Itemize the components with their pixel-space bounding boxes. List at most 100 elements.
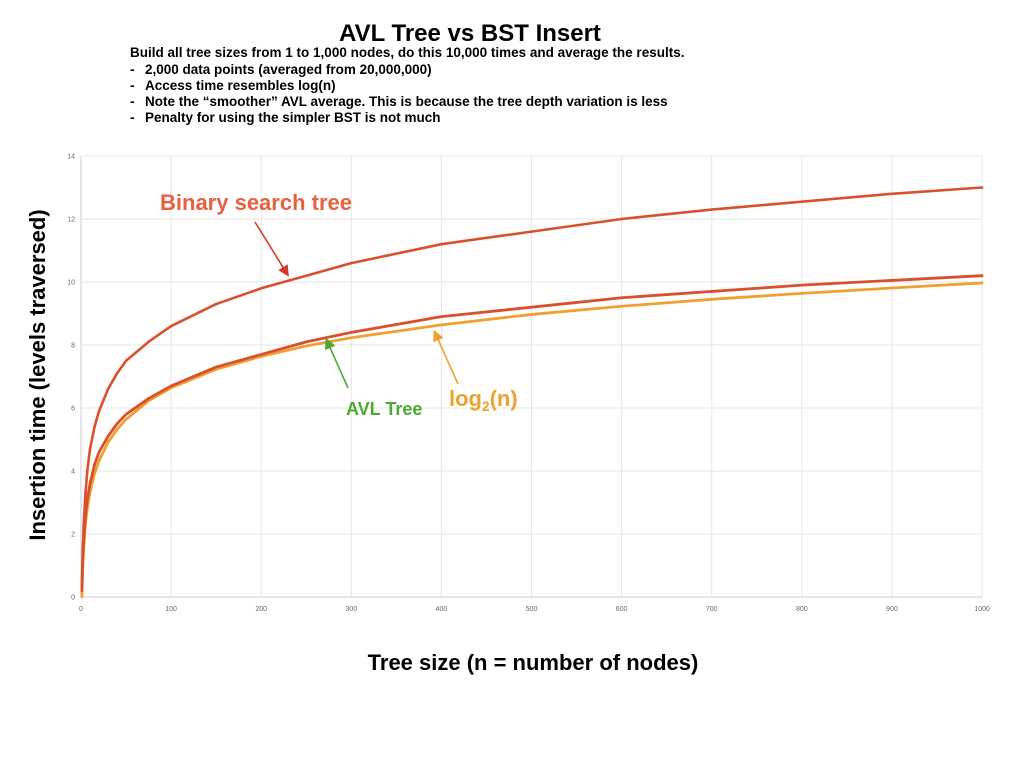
bullet-text: Penalty for using the simpler BST is not… — [145, 110, 441, 125]
data-point — [800, 292, 803, 295]
x-tick-label: 800 — [796, 606, 808, 613]
y-tick-label: 12 — [67, 217, 75, 224]
data-point — [980, 186, 984, 189]
tick-label-layer: 0 100 200 300 400 500 600 700 800 900 1000 0 2 4 6 8 10 1… — [67, 154, 990, 614]
x-tick-label: 900 — [886, 606, 898, 613]
data-point — [124, 359, 128, 363]
x-tick-label: 200 — [255, 606, 267, 613]
bullet-item: -2,000 data points (averaged from 20,000… — [130, 62, 668, 78]
data-point — [147, 397, 150, 400]
bullet-marker: - — [130, 110, 135, 125]
data-point — [304, 274, 308, 278]
data-point — [86, 498, 89, 501]
grid-layer — [80, 155, 983, 598]
data-point — [710, 208, 713, 211]
data-point — [93, 425, 96, 429]
bullet-item: - Access time resembles log(n) — [130, 78, 668, 94]
y-tick-label: 8 — [71, 343, 75, 350]
data-point — [81, 596, 83, 598]
data-point — [260, 353, 263, 356]
bullet-marker: - — [130, 62, 135, 77]
data-point — [530, 306, 533, 309]
y-tick-label: 2 — [71, 532, 75, 539]
data-point — [350, 331, 353, 334]
x-tick-label: 600 — [616, 606, 628, 613]
slide-title: AVL Tree vs BST Insert — [339, 20, 601, 47]
data-point — [107, 435, 109, 438]
x-tick-label: 700 — [706, 606, 718, 613]
y-tick-label: 10 — [67, 280, 75, 287]
data-point — [620, 305, 623, 308]
x-tick-label: 1000 — [974, 606, 990, 613]
data-point — [106, 387, 110, 391]
bullet-list: -2,000 data points (averaged from 20,000… — [130, 62, 668, 126]
annotation-layer: Binary search tree AVL Tree log2(n) — [160, 190, 518, 419]
data-point — [93, 472, 96, 475]
x-tick-label: 400 — [436, 606, 448, 613]
series-layer — [80, 186, 984, 599]
bullet-item: - Note the “smoother” AVL average. This i… — [130, 94, 668, 110]
annotation-arrow — [325, 337, 349, 389]
data-point — [620, 217, 623, 221]
data-point — [89, 482, 91, 485]
x-tick-label: 0 — [79, 606, 83, 613]
data-point — [215, 368, 218, 371]
series-line-bst — [80, 186, 984, 589]
bst-annotation-label: Binary search tree — [160, 190, 352, 215]
data-point — [890, 192, 894, 196]
data-point — [800, 200, 804, 203]
data-point — [82, 523, 86, 526]
data-point — [350, 261, 353, 265]
annotation-arrow — [254, 221, 289, 277]
data-point — [97, 409, 101, 413]
bullet-text: Note the “smoother” AVL average. This is… — [145, 94, 668, 109]
data-point — [440, 323, 443, 326]
data-point — [116, 428, 118, 431]
data-point — [215, 366, 218, 368]
data-point — [891, 279, 893, 282]
data-point — [170, 385, 173, 387]
y-axis-label: Insertion time (levels traversed) — [25, 209, 50, 540]
bullet-marker: - — [130, 94, 135, 109]
data-point — [440, 315, 443, 318]
y-tick-label: 0 — [71, 595, 75, 602]
data-point — [81, 589, 83, 592]
y-tick-label: 6 — [71, 406, 75, 413]
data-point — [125, 418, 127, 421]
bullet-text: 2,000 data points (averaged from 20,000,… — [145, 62, 432, 77]
data-point — [350, 336, 353, 339]
data-point — [81, 548, 85, 552]
data-point — [530, 313, 533, 316]
data-point — [84, 491, 87, 495]
data-point — [80, 586, 84, 589]
data-point — [88, 447, 92, 451]
data-point — [116, 422, 118, 425]
data-point — [305, 345, 308, 347]
data-point — [981, 282, 983, 284]
data-point — [305, 340, 308, 343]
data-point — [710, 298, 713, 301]
data-point — [125, 413, 127, 416]
data-point — [891, 287, 893, 289]
data-point — [93, 463, 96, 466]
x-axis-label: Tree size (n = number of nodes) — [368, 650, 699, 675]
data-point — [530, 230, 533, 233]
data-point — [86, 469, 89, 473]
y-tick-label: 14 — [67, 154, 75, 161]
data-point — [710, 290, 713, 293]
log2-annotation-label: log2(n) — [449, 386, 518, 414]
data-point — [98, 460, 100, 462]
x-tick-label: 100 — [165, 606, 177, 613]
annotation-arrow — [433, 329, 459, 385]
data-point — [115, 372, 119, 375]
data-point — [800, 284, 803, 287]
data-point — [620, 296, 623, 299]
data-point — [259, 287, 263, 290]
data-point — [147, 340, 150, 344]
bullet-item: - Penalty for using the simpler BST is no… — [130, 110, 668, 126]
series-line-avl — [80, 274, 984, 593]
x-tick-label: 500 — [526, 606, 538, 613]
data-point — [169, 324, 173, 328]
data-point — [981, 274, 983, 277]
